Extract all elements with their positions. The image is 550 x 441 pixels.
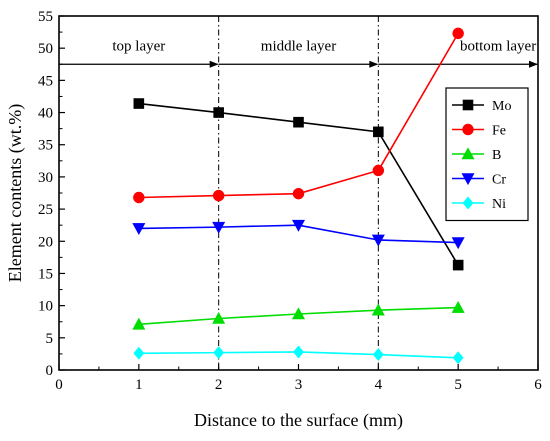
data-point-cr bbox=[291, 219, 306, 232]
region-labels: top layer middle layer bottom layer bbox=[112, 38, 536, 54]
y-tick-label: 30 bbox=[38, 170, 53, 186]
legend-item: Cr bbox=[452, 173, 506, 188]
legend-item: Ni bbox=[452, 196, 506, 212]
data-point-fe bbox=[452, 27, 464, 40]
x-tick-label: 5 bbox=[454, 377, 462, 393]
data-point-b bbox=[451, 300, 465, 313]
series-fe bbox=[133, 27, 464, 204]
data-point-cr bbox=[451, 237, 465, 250]
data-point-mo bbox=[293, 116, 304, 128]
data-point-mo bbox=[133, 98, 145, 109]
series-mo bbox=[133, 98, 464, 271]
y-tick-label: 5 bbox=[46, 331, 54, 347]
layer-arrowhead bbox=[209, 60, 219, 68]
x-axis-ticks: 0 1 2 3 4 5 6 bbox=[55, 364, 542, 393]
data-point-fe bbox=[292, 187, 305, 200]
data-point-fe bbox=[212, 189, 225, 202]
y-tick-label: 25 bbox=[38, 202, 53, 218]
data-point-ni bbox=[133, 346, 145, 360]
data-point-ni bbox=[213, 346, 225, 360]
y-tick-label: 0 bbox=[46, 363, 54, 379]
data-point-ni bbox=[293, 345, 304, 359]
y-tick-label: 15 bbox=[38, 266, 53, 282]
y-tick-label: 50 bbox=[38, 41, 53, 57]
y-tick-label: 20 bbox=[38, 234, 53, 250]
x-tick-label: 3 bbox=[295, 377, 303, 393]
legend-label: Ni bbox=[492, 197, 506, 212]
y-axis-title: Element contents (wt.%) bbox=[5, 104, 26, 282]
data-point-mo bbox=[452, 259, 464, 271]
data-point-mo bbox=[373, 126, 384, 138]
x-tick-label: 2 bbox=[215, 377, 223, 393]
legend-label: Fe bbox=[492, 124, 506, 139]
data-point-fe bbox=[133, 191, 145, 204]
region-label: top layer bbox=[112, 38, 165, 54]
legend-label: Mo bbox=[492, 99, 511, 114]
y-tick-label: 45 bbox=[38, 73, 53, 89]
x-tick-label: 1 bbox=[135, 377, 143, 393]
x-axis-title: Distance to the surface (mm) bbox=[194, 410, 403, 431]
data-point-ni bbox=[452, 351, 464, 365]
series-group bbox=[132, 27, 465, 365]
y-axis-ticks: 0 5 10 15 20 25 30 35 40 45 50 55 bbox=[38, 9, 65, 379]
y-tick-label: 35 bbox=[38, 138, 53, 154]
x-tick-label: 4 bbox=[375, 377, 383, 393]
legend: Mo Fe B Cr Ni bbox=[445, 87, 529, 222]
y-tick-label: 55 bbox=[38, 9, 53, 25]
legend-marker bbox=[461, 173, 475, 186]
data-point-b bbox=[291, 307, 306, 320]
data-point-mo bbox=[213, 107, 224, 118]
data-point-cr bbox=[371, 234, 385, 247]
layer-arrows bbox=[59, 60, 538, 68]
layer-arrowhead bbox=[529, 60, 538, 68]
x-tick-label: 6 bbox=[534, 377, 542, 393]
data-point-b bbox=[212, 311, 226, 324]
y-tick-label: 10 bbox=[38, 299, 53, 315]
y-tick-label: 40 bbox=[38, 106, 53, 122]
data-point-fe bbox=[372, 164, 385, 177]
data-point-b bbox=[132, 317, 146, 330]
data-point-cr bbox=[212, 221, 226, 234]
x-tick-label: 0 bbox=[55, 377, 63, 393]
legend-item: Mo bbox=[452, 99, 511, 114]
series-line-fe bbox=[138, 32, 459, 199]
legend-item: B bbox=[452, 147, 501, 163]
legend-label: B bbox=[492, 148, 501, 163]
legend-marker bbox=[462, 196, 474, 210]
data-point-b bbox=[371, 303, 385, 316]
legend-marker bbox=[462, 99, 474, 111]
legend-item: Fe bbox=[452, 124, 506, 139]
data-point-ni bbox=[372, 348, 384, 362]
legend-label: Cr bbox=[492, 173, 506, 188]
data-point-cr bbox=[132, 223, 146, 236]
series-cr bbox=[132, 219, 465, 250]
region-label: middle layer bbox=[261, 38, 336, 54]
legend-marker bbox=[461, 147, 475, 160]
region-label: bottom layer bbox=[460, 38, 536, 54]
legend-marker bbox=[462, 123, 474, 136]
series-b bbox=[132, 300, 465, 330]
series-ni bbox=[133, 345, 464, 365]
layer-arrowhead bbox=[369, 60, 379, 68]
